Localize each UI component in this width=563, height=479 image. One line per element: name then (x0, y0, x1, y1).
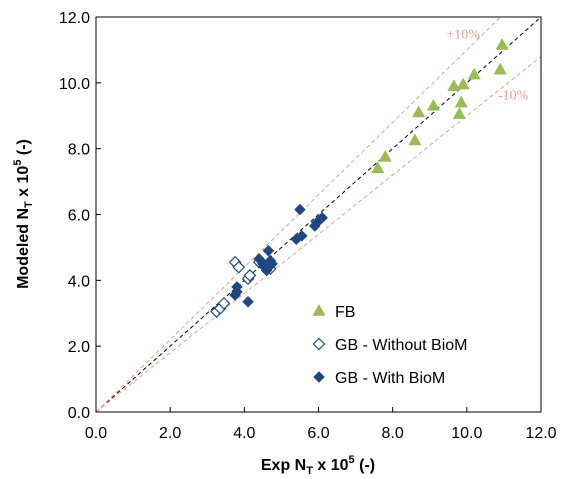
legend-item-0: FB (312, 303, 355, 321)
point-2-11 (266, 258, 278, 270)
legend-label-2: GB - With BioM (335, 370, 445, 387)
legend: FB GB - Without BioM GB - With BioM (312, 303, 467, 387)
legend-item-1: GB - Without BioM (312, 337, 467, 354)
y-tick-label: 12.0 (59, 10, 90, 27)
point-2-8 (262, 244, 275, 257)
y-tick-label: 4.0 (68, 273, 90, 290)
y-axis-title: Modeled NT x 105 (-) (12, 139, 35, 289)
point-0-9 (467, 67, 481, 80)
legend-label-0: FB (335, 304, 355, 321)
point-0-1 (378, 149, 392, 162)
ticks: 0.0 2.0 4.0 6.0 8.0 10.0 12.0 0.0 2.0 4.0 6.0 8.0 10… (59, 10, 557, 442)
point-2-14 (295, 230, 308, 242)
legend-label-1: GB - Without BioM (335, 337, 467, 354)
point-2-13 (294, 203, 306, 216)
y-tick-label: 10.0 (59, 76, 90, 93)
point-0-0 (371, 161, 385, 174)
point-0-3 (412, 105, 426, 118)
point-1-4 (232, 260, 246, 274)
x-axis-title: Exp NT x 105 (-) (261, 454, 375, 477)
legend-item-2: GB - With BioM (313, 370, 445, 387)
x-tick-label: 2.0 (159, 425, 181, 442)
point-0-4 (426, 98, 441, 111)
point-0-8 (456, 77, 470, 90)
y-tick-label: 8.0 (68, 142, 90, 159)
legend-marker-0 (312, 303, 326, 316)
point-0-6 (452, 107, 467, 119)
point-0-2 (408, 133, 422, 146)
data-points (210, 37, 509, 318)
point-2-2 (231, 281, 243, 293)
x-tick-label: 0.0 (85, 425, 107, 442)
point-0-11 (495, 37, 509, 50)
point-0-7 (454, 95, 468, 108)
reference-line-0 (96, 17, 541, 412)
label-minus-10: -10% (498, 88, 529, 103)
point-1-6 (243, 269, 257, 282)
point-2-18 (316, 211, 329, 224)
reference-line-1 (96, 17, 502, 412)
x-tick-label: 12.0 (525, 425, 556, 442)
reference-lines (96, 17, 541, 412)
legend-marker-1 (312, 337, 326, 351)
reference-line-labels: +10% -10% (446, 27, 528, 103)
reference-line-2 (96, 56, 541, 412)
x-tick-label: 4.0 (233, 425, 255, 442)
legend-marker-2 (313, 371, 325, 383)
point-0-10 (493, 62, 507, 75)
y-tick-label: 6.0 (68, 208, 90, 225)
y-tick-label: 0.0 (68, 405, 90, 422)
label-plus-10: +10% (446, 27, 480, 42)
y-tick-label: 2.0 (68, 339, 90, 356)
point-2-3 (242, 295, 254, 308)
point-1-2 (217, 297, 231, 310)
point-0-5 (447, 79, 461, 91)
x-tick-label: 8.0 (382, 425, 404, 442)
x-tick-label: 10.0 (451, 425, 482, 442)
x-tick-label: 6.0 (307, 425, 329, 442)
